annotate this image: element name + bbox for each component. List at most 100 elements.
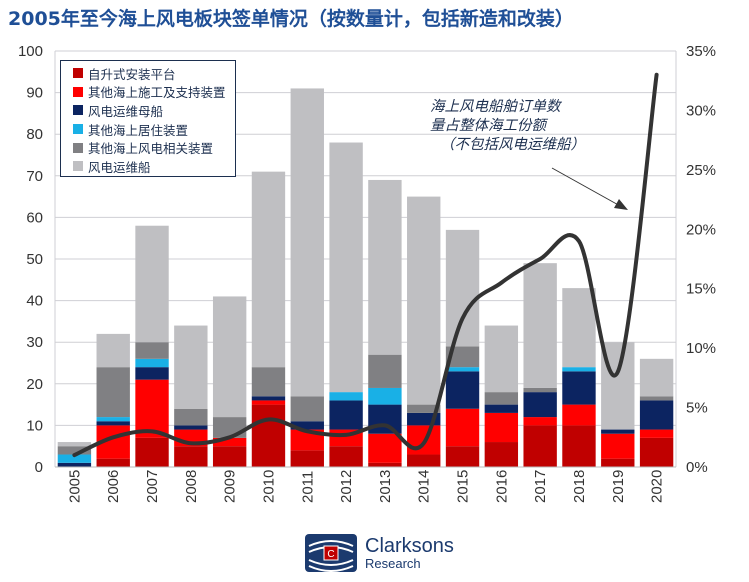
logo-name: Clarksons [365,534,454,557]
y2-tick-label: 35% [686,43,716,60]
y-tick-label: 50 [26,251,43,268]
bar-segment [601,458,635,467]
legend-label: 其他海上居住装置 [88,122,189,138]
bar-segment [562,425,596,467]
bar-segment [96,421,130,426]
legend-swatch [73,142,83,153]
legend-item: 风电运维母船 [73,101,235,120]
legend-item: 其他海上居住装置 [73,120,235,139]
chart-title: 2005年至今海上风电板块签单情况（按数量计，包括新造和改装） [8,8,574,30]
legend-item: 其他海上施工及支持装置 [73,83,235,102]
legend-item: 风电运维船 [73,157,235,176]
y-tick-label: 30 [26,334,43,351]
bar-segment [407,196,441,405]
legend: 自升式安装平台 其他海上施工及支持装置 风电运维母船其他海上居住装置 其他海上风电相关… [60,60,236,177]
bar-segment [135,379,169,438]
bar-segment [212,296,247,418]
bar-segment [251,171,286,368]
bar-segment [368,387,402,405]
x-tick-label: 2009 [222,470,239,503]
bar-segment [523,425,557,467]
bar-segment [368,433,402,463]
y-tick-label: 20 [26,376,43,393]
bar-segment [639,396,674,401]
annotation-line-2: 量占整体海工份额 [430,118,546,134]
y2-tick-label: 25% [686,162,716,179]
bar-segment [484,392,519,405]
legend-swatch [73,124,83,135]
bar-segment [135,358,169,368]
bar-segment [445,446,480,467]
x-tick-label: 2011 [299,471,316,503]
x-tick-label: 2008 [183,470,200,503]
arrow-head-icon [614,199,628,210]
bar-segment [251,396,286,401]
y-tick-label: 90 [26,85,43,102]
bar-segment [96,458,130,467]
bar-segment [562,288,596,368]
bar-segment [445,346,480,368]
bar-segment [174,325,208,409]
y2-tick-label: 0% [686,459,708,476]
bar-segment [639,400,674,430]
legend-label: 风电运维船 [88,159,151,175]
x-tick-label: 2017 [532,470,549,503]
bar-segment [329,400,363,430]
annotation-arrow [551,167,623,208]
x-tick-label: 2010 [260,470,277,503]
y-tick-label: 10 [26,417,43,434]
legend-swatch [73,161,83,172]
y-tick-label: 100 [18,43,43,60]
legend-swatch [73,105,83,116]
legend-item: 自升式安装平台 [73,64,235,83]
y-tick-label: 80 [26,126,43,143]
legend-swatch [73,86,83,97]
bar-segment [368,404,402,434]
x-tick-label: 2018 [571,470,588,503]
x-tick-label: 2015 [455,470,472,503]
bar-segment [484,442,519,467]
bar-segment [96,417,130,422]
y2-tick-label: 5% [686,400,708,417]
annotation-line-1: 海上风电船舶订单数 [430,99,561,115]
annotation-line-3: （不包括风电运维船） [440,137,585,153]
x-tick-label: 2005 [66,470,83,503]
bar-segment [135,367,169,380]
bar-segment [368,354,402,388]
bar-segment [445,408,480,447]
bar-segment [484,404,519,413]
bar-segment [212,437,247,447]
bar-segment [290,396,324,422]
bar-segment [174,408,208,426]
x-tick-label: 2007 [144,470,161,503]
bar-segment [57,462,92,467]
legend-label: 自升式安装平台 [88,66,176,82]
bar-segment [445,229,480,347]
bar-segment [96,333,130,368]
bar-segment [368,462,402,467]
y-tick-label: 70 [26,168,43,185]
bar-segment [523,392,557,418]
bar-segment [523,417,557,426]
bar-segment [639,358,674,397]
clarksons-logo: C Clarksons Research [305,534,454,572]
x-tick-label: 2012 [338,470,355,503]
bar-segment [57,442,92,447]
legend-swatch [73,68,83,79]
bar-segment [407,404,441,413]
bar-segment [135,342,169,359]
bar-segment [484,412,519,443]
bar-segment [290,450,324,467]
bar-segment [639,437,674,467]
bar-segment [329,142,363,393]
legend-item: 其他海上风电相关装置 [73,138,235,157]
bar-segment [445,371,480,409]
bar-segment [135,225,169,343]
bar-segment [523,387,557,393]
bar-segment [601,433,635,459]
bar-segment [57,454,92,463]
bar-segment [96,367,130,418]
bar-segment [639,429,674,438]
